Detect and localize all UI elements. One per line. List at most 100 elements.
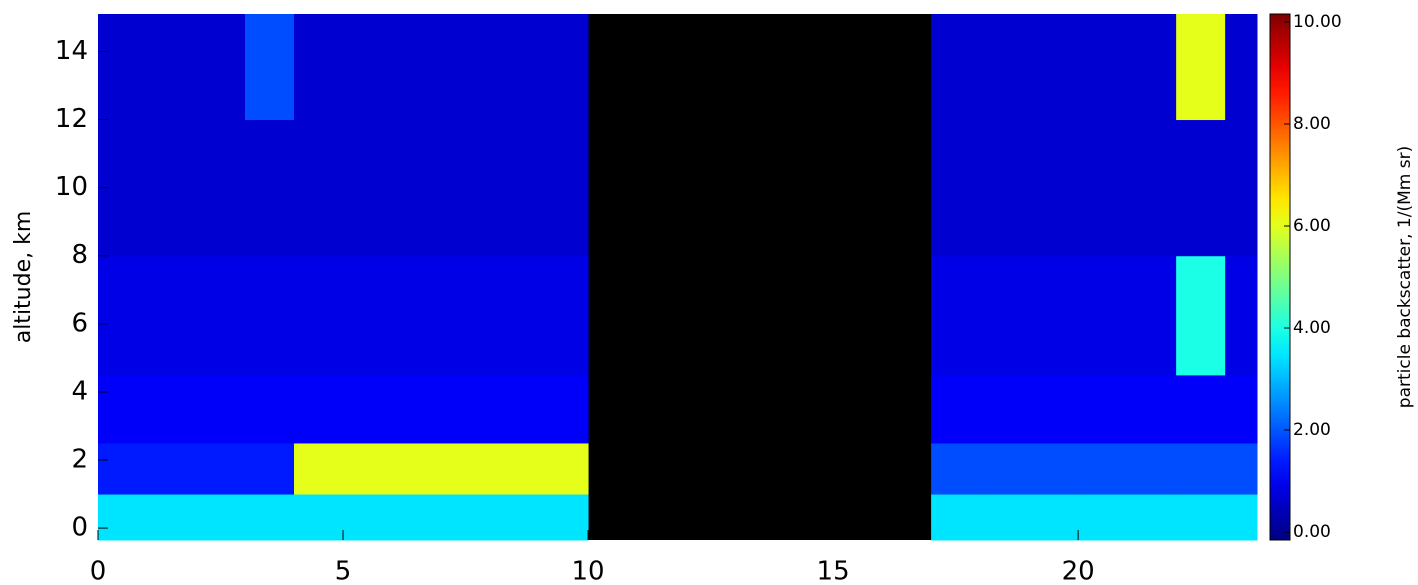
heatmap-cell — [539, 374, 589, 444]
heatmap-cell — [245, 255, 295, 376]
heatmap-cell — [490, 255, 540, 376]
y-tick-label: 14 — [55, 36, 88, 66]
heatmap-cell — [392, 442, 442, 495]
y-tick-label: 6 — [71, 308, 88, 338]
heatmap-cell — [196, 255, 246, 376]
heatmap-cell — [1176, 255, 1226, 376]
x-tick-label: 20 — [1062, 557, 1095, 585]
colorbar-tick-label: 6.00 — [1293, 216, 1331, 236]
heatmap-cell — [1176, 14, 1226, 121]
heatmap-cell — [1176, 119, 1226, 257]
heatmap-cell — [441, 14, 491, 121]
heatmap-cell — [245, 494, 295, 541]
heatmap-cell — [196, 442, 246, 495]
colorbar — [1269, 13, 1291, 541]
y-tick-label: 8 — [71, 240, 88, 270]
heatmap-cell — [343, 494, 393, 541]
heatmap-cell — [1127, 442, 1177, 495]
heatmap-cell — [1029, 494, 1079, 541]
heatmap-cell — [343, 119, 393, 257]
heatmap-cell — [1078, 374, 1128, 444]
heatmap-cell — [1127, 374, 1177, 444]
heatmap-cell — [931, 374, 981, 444]
heatmap-cell — [1029, 119, 1079, 257]
heatmap-cell — [980, 255, 1030, 376]
heatmap-cell — [1078, 255, 1128, 376]
heatmap-cell — [490, 119, 540, 257]
heatmap-cell — [539, 255, 589, 376]
heatmap-cell — [245, 14, 295, 121]
colorbar-title: particle backscatter, 1/(Mm sr) — [1395, 146, 1415, 408]
heatmap-cell — [294, 14, 344, 121]
colorbar-tick-label: 10.00 — [1293, 12, 1342, 32]
heatmap-cell — [1029, 374, 1079, 444]
heatmap-cell — [294, 494, 344, 541]
heatmap-cell — [392, 255, 442, 376]
heatmap-cell — [1225, 374, 1258, 444]
heatmap-cell — [441, 442, 491, 495]
heatmap-cell — [539, 119, 589, 257]
heatmap-cell — [441, 119, 491, 257]
heatmap-cell — [245, 442, 295, 495]
x-tick-label: 5 — [335, 557, 352, 585]
heatmap-cell — [147, 374, 197, 444]
heatmap-cell — [1225, 14, 1258, 121]
y-tick-label: 2 — [71, 444, 88, 474]
heatmap-cell — [1029, 14, 1079, 121]
heatmap-cell — [147, 255, 197, 376]
y-tick-label: 0 — [71, 513, 88, 543]
heatmap-cell — [147, 119, 197, 257]
heatmap-cell — [980, 14, 1030, 121]
heatmap-cell — [931, 119, 981, 257]
heatmap-cell — [1127, 255, 1177, 376]
heatmap-cell — [98, 255, 148, 376]
heatmap-cell — [245, 374, 295, 444]
heatmap-cell — [1225, 494, 1258, 541]
heatmap-cell — [98, 494, 148, 541]
heatmap-cell — [1176, 374, 1226, 444]
heatmap-cell — [98, 374, 148, 444]
heatmap-cell — [441, 374, 491, 444]
heatmap-cell — [196, 119, 246, 257]
heatmap-cell — [392, 14, 442, 121]
heatmap-cell — [147, 442, 197, 495]
heatmap-cell — [147, 494, 197, 541]
heatmap-cell — [1078, 494, 1128, 541]
heatmap-cell — [196, 494, 246, 541]
heatmap-cell — [392, 494, 442, 541]
heatmap-cell — [931, 255, 981, 376]
heatmap-cell — [1225, 255, 1258, 376]
heatmap-cell — [196, 374, 246, 444]
x-tick-label: 0 — [90, 557, 107, 585]
y-tick-label: 4 — [71, 376, 88, 406]
heatmap-cell — [490, 374, 540, 444]
heatmap-cell — [980, 119, 1030, 257]
y-tick-label: 12 — [55, 104, 88, 134]
heatmap-cell — [490, 494, 540, 541]
heatmap-cell — [1127, 14, 1177, 121]
x-tick-label: 15 — [817, 557, 850, 585]
colorbar-tick-label: 0.00 — [1293, 522, 1331, 542]
heatmap-cell — [98, 442, 148, 495]
y-tick-label: 10 — [55, 172, 88, 202]
heatmap-cell — [294, 255, 344, 376]
heatmap-cell — [343, 255, 393, 376]
heatmap-cell — [441, 494, 491, 541]
heatmap-cell — [980, 494, 1030, 541]
heatmap-cell — [490, 14, 540, 121]
heatmap-cell — [98, 14, 148, 121]
heatmap-cell — [1127, 494, 1177, 541]
heatmap-cell — [1029, 442, 1079, 495]
heatmap-cell — [1225, 442, 1258, 495]
heatmap-cell — [343, 374, 393, 444]
colorbar-tick-label: 2.00 — [1293, 420, 1331, 440]
heatmap-cell — [1176, 494, 1226, 541]
heatmap-cell — [1078, 442, 1128, 495]
heatmap-cell — [392, 374, 442, 444]
heatmap-cell — [931, 494, 981, 541]
colorbar-tick-label: 8.00 — [1293, 114, 1331, 134]
heatmap-cell — [294, 374, 344, 444]
heatmap-cell — [294, 442, 344, 495]
heatmap-cell — [539, 442, 589, 495]
